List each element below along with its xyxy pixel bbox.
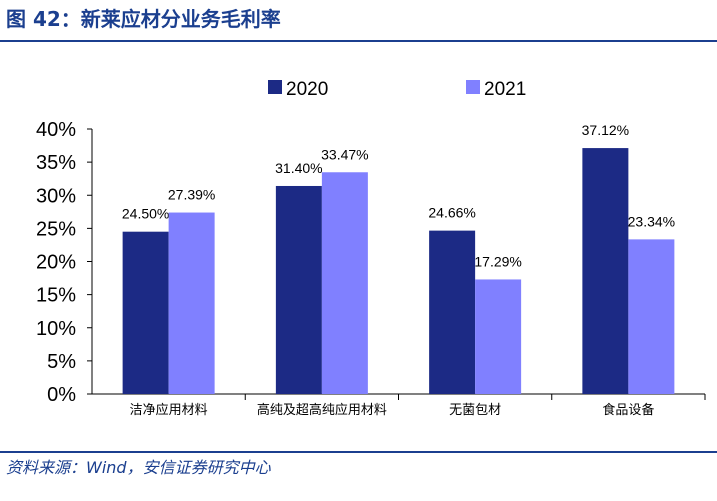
y-tick-label: 25% bbox=[36, 218, 76, 240]
legend-label: 2021 bbox=[484, 79, 526, 100]
figure-source: 资料来源：Wind，安信证券研究中心 bbox=[6, 458, 271, 477]
y-tick-label: 5% bbox=[47, 351, 76, 373]
x-category-label: 食品设备 bbox=[602, 402, 654, 417]
y-tick-label: 30% bbox=[36, 185, 76, 207]
data-label: 24.66% bbox=[428, 205, 475, 221]
y-tick-label: 15% bbox=[36, 285, 76, 307]
y-tick-label: 10% bbox=[36, 318, 76, 340]
bar-2021 bbox=[475, 279, 522, 394]
legend-label: 2020 bbox=[286, 79, 328, 100]
title-rule bbox=[0, 40, 717, 42]
y-tick-label: 20% bbox=[36, 252, 76, 274]
legend-swatch-2020 bbox=[268, 80, 282, 94]
bar-2021 bbox=[628, 239, 675, 394]
bar-2020 bbox=[275, 185, 322, 394]
bar-chart: 0% 5% 10% 15% 20% 25% 30% 35% 40% 洁净应用材料 24.50% 27.… bbox=[36, 79, 706, 417]
source-rule bbox=[0, 451, 717, 453]
bar-2020 bbox=[429, 230, 476, 394]
data-label: 31.40% bbox=[275, 160, 322, 176]
x-category-label: 无菌包材 bbox=[449, 402, 501, 417]
legend-swatch-2021 bbox=[466, 80, 480, 94]
y-tick-label: 35% bbox=[36, 152, 76, 174]
y-tick-label: 40% bbox=[36, 119, 76, 141]
data-label: 27.39% bbox=[168, 187, 215, 203]
bar-2020 bbox=[582, 148, 629, 394]
data-label: 33.47% bbox=[321, 146, 368, 162]
bar-2021 bbox=[321, 172, 368, 394]
bar-2020 bbox=[122, 231, 169, 394]
y-tick-label: 0% bbox=[47, 384, 76, 406]
x-category-label: 高纯及超高纯应用材料 bbox=[257, 402, 387, 417]
data-label: 37.12% bbox=[582, 122, 629, 138]
data-label: 24.50% bbox=[122, 206, 169, 222]
data-label: 23.34% bbox=[628, 213, 675, 229]
x-category-label: 洁净应用材料 bbox=[130, 402, 208, 417]
bar-2021 bbox=[168, 212, 215, 394]
figure-title: 图 42：新莱应材分业务毛利率 bbox=[6, 7, 281, 31]
data-label: 17.29% bbox=[474, 253, 521, 269]
